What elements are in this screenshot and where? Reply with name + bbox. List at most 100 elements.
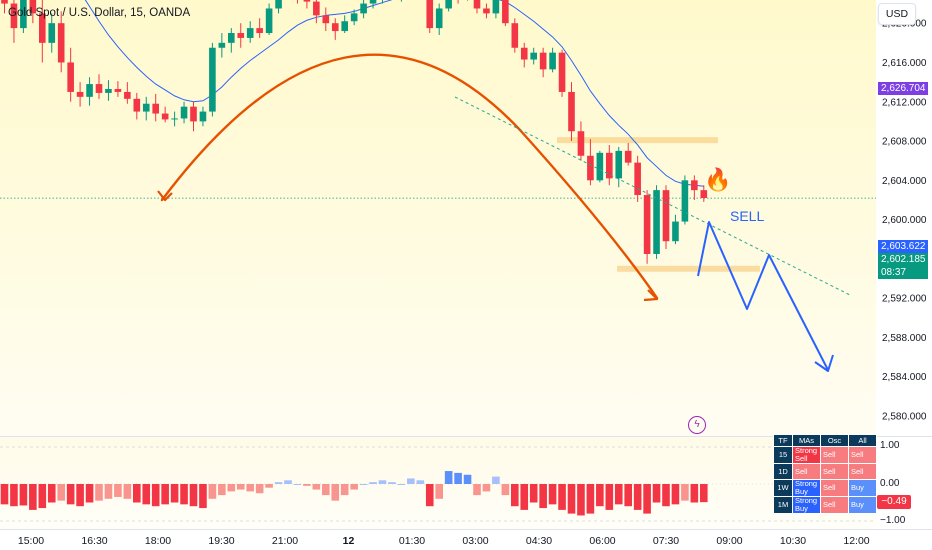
candle-body bbox=[502, 0, 509, 24]
osc-bar bbox=[170, 484, 179, 503]
ratings-mas: Strong Buy bbox=[792, 479, 821, 497]
candle bbox=[539, 47, 547, 78]
candle bbox=[114, 81, 122, 97]
candle bbox=[1, 0, 8, 14]
candle bbox=[152, 93, 159, 122]
candle-body bbox=[95, 84, 103, 93]
x-tick-label: 12:00 bbox=[843, 535, 869, 547]
x-tick-label: 18:00 bbox=[145, 535, 171, 547]
osc-bar bbox=[596, 484, 604, 507]
arc-start-hook bbox=[157, 190, 173, 202]
osc-bar bbox=[85, 484, 94, 503]
candle-body bbox=[313, 1, 320, 16]
candle-body bbox=[483, 8, 490, 14]
candle-body bbox=[322, 15, 330, 24]
osc-bar bbox=[397, 484, 406, 485]
osc-bar bbox=[614, 484, 623, 505]
candle bbox=[29, 0, 37, 24]
candle bbox=[142, 96, 150, 121]
x-tick-label: 16:30 bbox=[81, 535, 107, 547]
candle bbox=[256, 18, 263, 38]
osc-bar bbox=[633, 484, 642, 510]
candle bbox=[95, 74, 103, 99]
candle bbox=[492, 0, 500, 19]
osc-bar bbox=[142, 484, 151, 505]
osc-bar bbox=[482, 484, 491, 492]
arc-arrowhead bbox=[643, 289, 659, 302]
candle-body bbox=[520, 47, 528, 60]
last-price-value: 2,602.185 bbox=[881, 254, 926, 265]
ratings-row: 1W Strong Buy Sell Buy bbox=[773, 479, 877, 497]
technical-ratings-table: TF MAs Osc All 15 Strong Sell Sell Sell 1D Se… bbox=[773, 434, 877, 514]
osc-bar bbox=[38, 484, 47, 509]
candle-body bbox=[67, 62, 74, 92]
candle-body bbox=[691, 180, 698, 191]
osc-bar bbox=[274, 482, 283, 484]
osc-bar bbox=[624, 484, 632, 507]
candle-body bbox=[341, 21, 348, 32]
osc-bar bbox=[114, 484, 122, 497]
osc-bar bbox=[586, 484, 595, 514]
candle-body bbox=[218, 42, 226, 48]
candle bbox=[161, 106, 169, 123]
osc-bar bbox=[492, 476, 500, 484]
lightning-icon[interactable]: ϟ bbox=[688, 416, 706, 434]
y-tick-label: 2,608.000 bbox=[882, 137, 927, 148]
candle-body bbox=[86, 84, 93, 97]
candle bbox=[473, 0, 481, 14]
osc-bar bbox=[662, 484, 670, 507]
candle bbox=[502, 0, 509, 27]
ratings-osc: Sell bbox=[820, 446, 849, 464]
candle bbox=[681, 175, 689, 225]
candle-body bbox=[39, 13, 46, 43]
osc-bar bbox=[57, 484, 65, 501]
candle bbox=[190, 101, 197, 132]
candle bbox=[67, 47, 74, 102]
candle-body bbox=[237, 33, 245, 38]
x-tick-label: 01:30 bbox=[399, 535, 425, 547]
osc-bar bbox=[378, 480, 387, 484]
x-tick-label: 07:30 bbox=[653, 535, 679, 547]
osc-bar bbox=[605, 484, 614, 510]
ratings-timeframe: 15 bbox=[773, 446, 793, 464]
x-tick-label: 12 bbox=[343, 535, 355, 547]
sell-label: SELL bbox=[730, 208, 765, 224]
candle-body bbox=[152, 103, 159, 114]
y-tick-label: 2,584.000 bbox=[882, 372, 927, 383]
osc-bar bbox=[529, 484, 538, 503]
candle-body bbox=[199, 111, 207, 122]
candle-body bbox=[700, 190, 708, 198]
ratings-timeframe: 1M bbox=[773, 496, 793, 514]
y-tick-label: 2,604.000 bbox=[882, 176, 927, 187]
candle-body bbox=[558, 52, 566, 92]
candle-body bbox=[596, 152, 604, 181]
bid-price-tag: 2,603.622 bbox=[878, 240, 928, 253]
candle-body bbox=[634, 162, 641, 196]
osc-bar bbox=[123, 484, 132, 499]
osc-bar bbox=[652, 484, 661, 503]
osc-bar bbox=[331, 484, 340, 501]
candle bbox=[558, 49, 566, 97]
candle-body bbox=[246, 28, 254, 38]
bid-price-value: 2,603.622 bbox=[881, 241, 926, 252]
y-tick-label: 2,600.000 bbox=[882, 215, 927, 226]
osc-bar bbox=[0, 484, 9, 505]
currency-button[interactable]: USD bbox=[878, 3, 916, 25]
candle bbox=[76, 82, 84, 107]
candle bbox=[360, 0, 367, 19]
candle bbox=[105, 80, 112, 101]
candle-body bbox=[360, 3, 367, 14]
ratings-mas: Sell bbox=[792, 463, 821, 480]
osc-bar bbox=[180, 484, 188, 505]
candle-body bbox=[492, 0, 500, 14]
candle-body bbox=[76, 91, 84, 97]
osc-current-value: −0.49 bbox=[877, 495, 911, 509]
osc-bar bbox=[463, 474, 472, 484]
candle-body bbox=[10, 3, 18, 29]
candle-body bbox=[624, 150, 632, 163]
candle-body bbox=[171, 118, 178, 120]
osc-bar bbox=[539, 484, 547, 509]
ratings-header-tf: TF bbox=[773, 434, 793, 447]
x-tick-label: 06:00 bbox=[589, 535, 615, 547]
dashed-trendline bbox=[454, 96, 851, 296]
